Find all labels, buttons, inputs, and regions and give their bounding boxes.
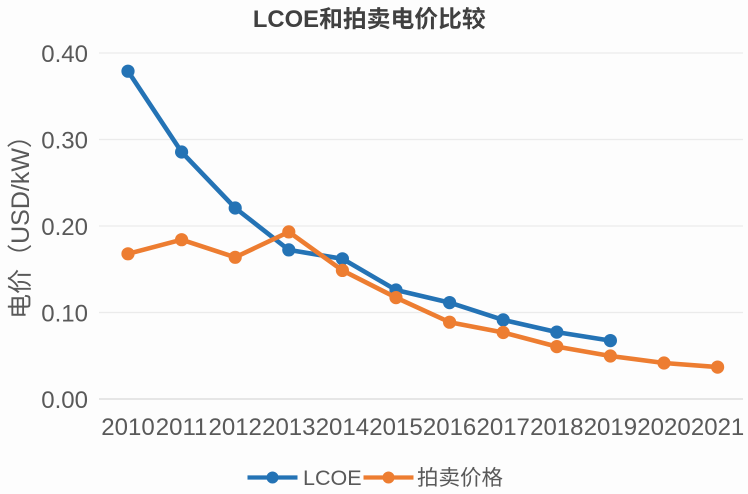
svg-text:0.40: 0.40 <box>41 41 88 68</box>
svg-text:2021: 2021 <box>691 414 744 441</box>
svg-text:2016: 2016 <box>423 414 476 441</box>
svg-text:2010: 2010 <box>101 414 154 441</box>
svg-text:2018: 2018 <box>530 414 583 441</box>
svg-text:0.30: 0.30 <box>41 127 88 154</box>
svg-text:0.00: 0.00 <box>41 387 88 414</box>
svg-text:2011: 2011 <box>156 414 208 441</box>
svg-text:2017: 2017 <box>477 414 530 441</box>
svg-text:USD/kW: USD/kW <box>7 148 35 244</box>
svg-text:2012: 2012 <box>209 414 262 441</box>
svg-text:2020: 2020 <box>637 414 690 441</box>
svg-text:LCOE: LCOE <box>303 466 362 489</box>
svg-text:LCOE: LCOE <box>253 6 319 33</box>
svg-text:2014: 2014 <box>316 414 369 441</box>
svg-text:2015: 2015 <box>369 414 422 441</box>
svg-text:2013: 2013 <box>262 414 315 441</box>
svg-text:0.10: 0.10 <box>41 300 88 327</box>
svg-text:2019: 2019 <box>584 414 637 441</box>
svg-text:0.20: 0.20 <box>41 214 88 241</box>
